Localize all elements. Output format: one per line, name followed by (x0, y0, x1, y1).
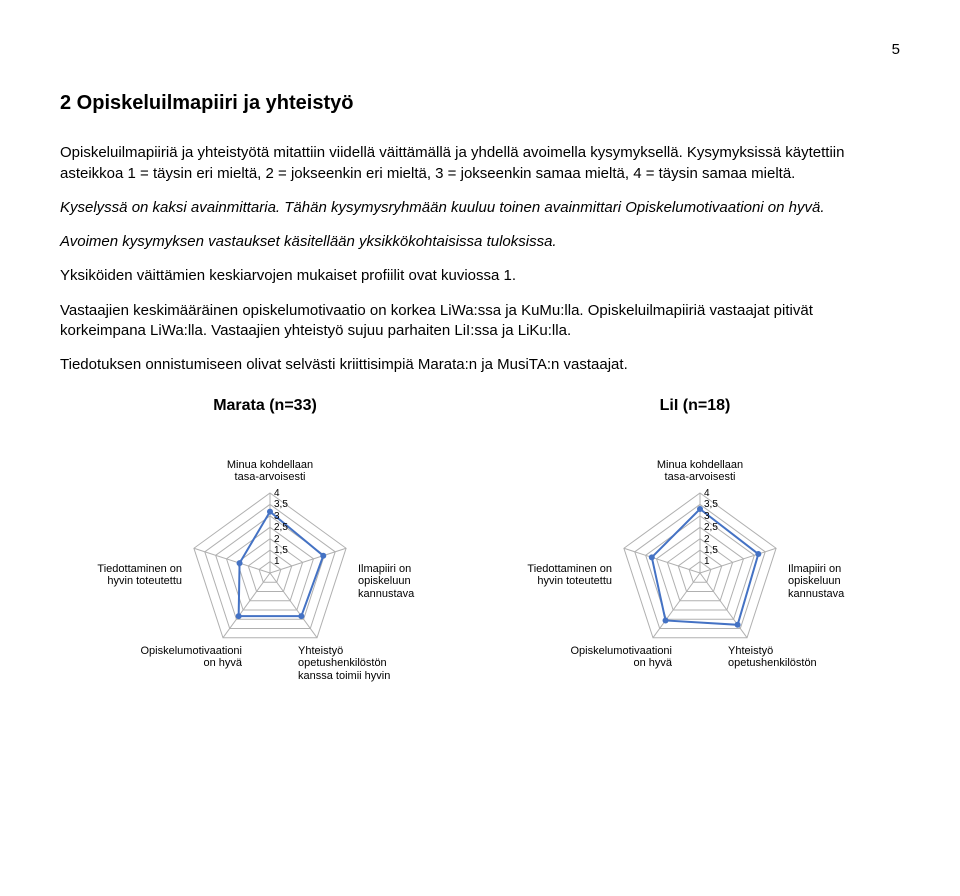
axis-label: Tiedottaminen on hyvin toteutettu (492, 563, 612, 588)
paragraph-intro: Opiskeluilmapiiriä ja yhteistyötä mitatt… (60, 143, 900, 184)
axis-label: Minua kohdellaan tasa-arvoisesti (200, 459, 340, 484)
axis-label: Yhteistyö opetushenkilöstön kanssa toimi… (298, 645, 438, 683)
axis-label: Ilmapiiri on opiskeluun kannustava (358, 563, 478, 601)
radar-chart: 43,532,521,51Minua kohdellaan tasa-arvoi… (490, 423, 900, 703)
tick-label: 1 (704, 555, 710, 569)
paragraph-yksikot: Yksiköiden väittämien keskiarvojen mukai… (60, 266, 900, 286)
chart-title: LiI (n=18) (490, 395, 900, 417)
axis-label: Ilmapiiri on opiskeluun kannustava (788, 563, 908, 601)
axis-label: Yhteistyö opetushenkilöstön (728, 645, 868, 670)
paragraph-tiedotuksen: Tiedotuksen onnistumiseen olivat selväst… (60, 355, 900, 375)
radar-chart: 43,532,521,51Minua kohdellaan tasa-arvoi… (60, 423, 470, 703)
paragraph-kyselyssa: Kyselyssä on kaksi avainmittaria. Tähän … (60, 198, 900, 218)
axis-label: Opiskelumotivaationi on hyvä (532, 645, 672, 670)
paragraph-avoimen: Avoimen kysymyksen vastaukset käsitellää… (60, 232, 900, 252)
paragraph-vastaajien: Vastaajien keskimääräinen opiskelumotiva… (60, 301, 900, 342)
axis-label: Minua kohdellaan tasa-arvoisesti (630, 459, 770, 484)
charts-row: Marata (n=33) 43,532,521,51Minua kohdella… (60, 395, 900, 703)
chart-cell: Marata (n=33) 43,532,521,51Minua kohdella… (60, 395, 470, 703)
axis-label: Tiedottaminen on hyvin toteutettu (62, 563, 182, 588)
page-number: 5 (60, 40, 900, 60)
chart-title: Marata (n=33) (60, 395, 470, 417)
tick-label: 1 (274, 555, 280, 569)
section-heading: 2 Opiskeluilmapiiri ja yhteistyö (60, 90, 900, 117)
axis-label: Opiskelumotivaationi on hyvä (102, 645, 242, 670)
chart-cell: LiI (n=18) 43,532,521,51Minua kohdellaan … (490, 395, 900, 703)
